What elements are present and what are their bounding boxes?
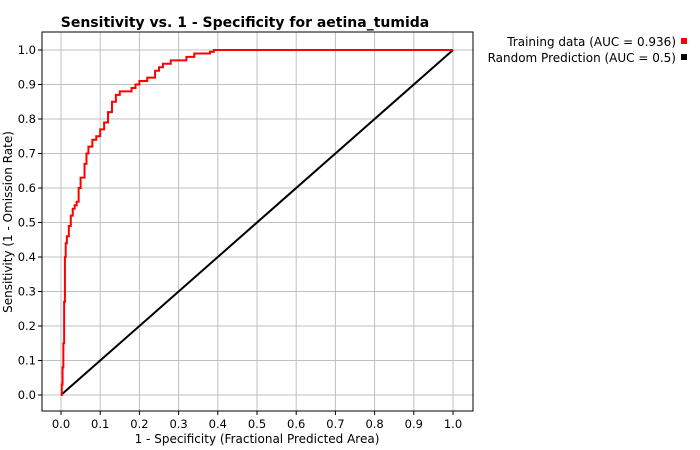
x-tick-label: 0.8 [365,417,383,431]
legend-swatch [681,38,687,44]
y-tick-label: 0.8 [18,112,36,126]
y-tick-label: 0.1 [18,354,36,368]
x-tick-label: 0.6 [287,417,305,431]
y-tick-label: 0.5 [18,216,36,230]
series-group [60,49,454,396]
y-tick-label: 1.0 [18,43,36,57]
x-axis-ticks: 0.0 0.1 0.2 0.3 0.4 0.5 0.6 0.7 0.8 0.9 1.0 [52,411,462,431]
y-axis-label: Sensitivity (1 - Omission Rate) [1,131,15,313]
random-prediction-line [60,49,454,396]
y-tick-label: 0.2 [18,319,36,333]
y-tick-label: 0.0 [18,388,36,402]
y-tick-label: 0.4 [18,250,36,264]
x-tick-label: 0.2 [130,417,148,431]
x-tick-label: 0.5 [248,417,266,431]
training-data-line [60,49,453,396]
x-axis-label: 1 - Specificity (Fractional Predicted Ar… [135,432,380,446]
legend-swatch [681,54,687,60]
y-axis-ticks: 0.0 0.1 0.2 0.3 0.4 0.5 0.6 0.7 0.8 0.9 1.0 [18,43,42,402]
chart-title: Sensitivity vs. 1 - Specificity for aeti… [61,15,429,31]
y-tick-label: 0.3 [18,285,36,299]
x-tick-label: 0.9 [405,417,423,431]
x-tick-label: 0.4 [209,417,227,431]
legend: Training data (AUC = 0.936) Random Predic… [488,35,687,65]
x-tick-label: 0.7 [326,417,344,431]
y-tick-label: 0.9 [18,78,36,92]
x-tick-label: 1.0 [444,417,462,431]
y-tick-label: 0.7 [18,147,36,161]
x-tick-label: 0.1 [91,417,109,431]
x-tick-label: 0.3 [169,417,187,431]
legend-entry-label: Training data (AUC = 0.936) [506,35,676,49]
y-tick-label: 0.6 [18,181,36,195]
x-tick-label: 0.0 [52,417,70,431]
legend-entry-label: Random Prediction (AUC = 0.5) [488,51,676,65]
